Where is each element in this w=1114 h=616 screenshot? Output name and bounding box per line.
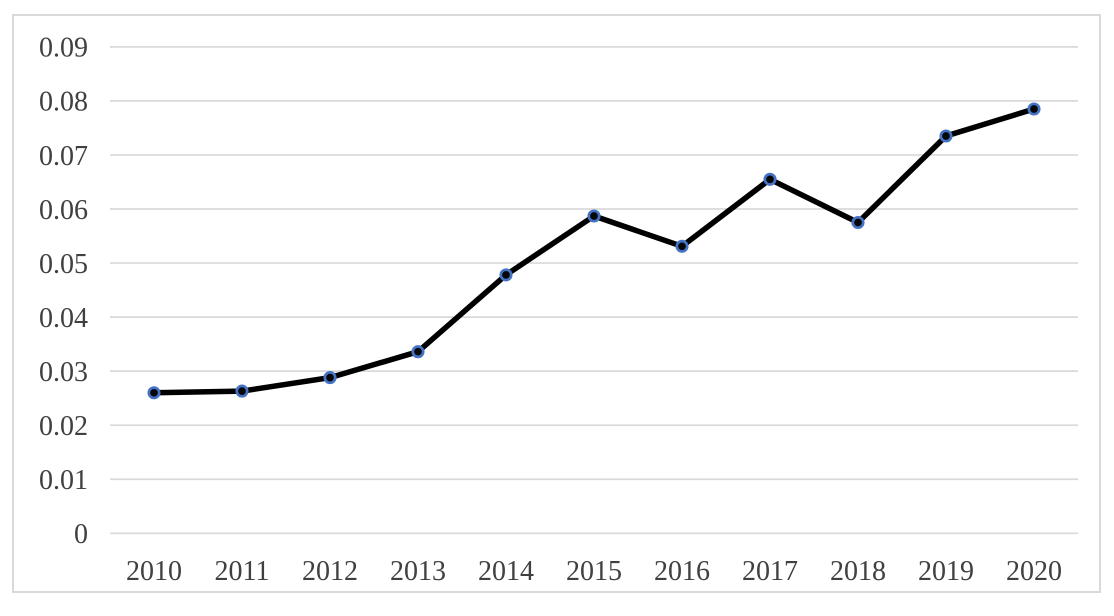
data-point-2019 xyxy=(939,129,953,143)
x-axis-tick-label: 2019 xyxy=(918,556,974,587)
x-axis-tick-label: 2017 xyxy=(742,556,798,587)
x-axis-tick-label: 2010 xyxy=(126,556,182,587)
y-axis-tick-label: 0 xyxy=(74,519,88,550)
data-point-2014 xyxy=(499,268,513,282)
x-axis-tick-label: 2012 xyxy=(302,556,358,587)
data-point-2013 xyxy=(411,345,425,359)
data-series-line xyxy=(151,106,1037,396)
y-axis-tick-label: 0.01 xyxy=(39,465,88,496)
data-point-2018 xyxy=(851,215,865,230)
x-axis-tick-label: 2014 xyxy=(478,556,534,587)
y-axis-tick-label: 0.05 xyxy=(39,249,88,280)
y-axis-tick-label: 0.09 xyxy=(39,33,88,64)
y-axis-tick-label: 0.06 xyxy=(39,195,88,226)
x-axis-tick-label: 2015 xyxy=(566,556,622,587)
y-axis-tick-label: 0.02 xyxy=(39,411,88,442)
x-axis-tick-label: 2016 xyxy=(654,556,710,587)
y-axis-tick-label: 0.08 xyxy=(39,87,88,118)
data-point-2011 xyxy=(235,384,249,398)
y-axis-tick-label: 0.04 xyxy=(39,303,88,334)
y-axis-tick-label: 0.03 xyxy=(39,357,88,388)
x-axis-tick-label: 2020 xyxy=(1006,556,1062,587)
x-axis-tick-label: 2011 xyxy=(215,556,270,587)
y-axis-tick-label: 0.07 xyxy=(39,141,88,172)
x-axis-tick-label: 2018 xyxy=(830,556,886,587)
data-point-2017 xyxy=(763,172,777,186)
data-point-2012 xyxy=(323,371,337,385)
data-point-2015 xyxy=(587,209,601,223)
x-axis-tick-label: 2013 xyxy=(390,556,446,587)
data-point-2020 xyxy=(1027,102,1041,116)
data-point-2010 xyxy=(147,386,161,400)
data-point-2016 xyxy=(675,239,689,253)
chart-frame-border xyxy=(12,14,1101,593)
